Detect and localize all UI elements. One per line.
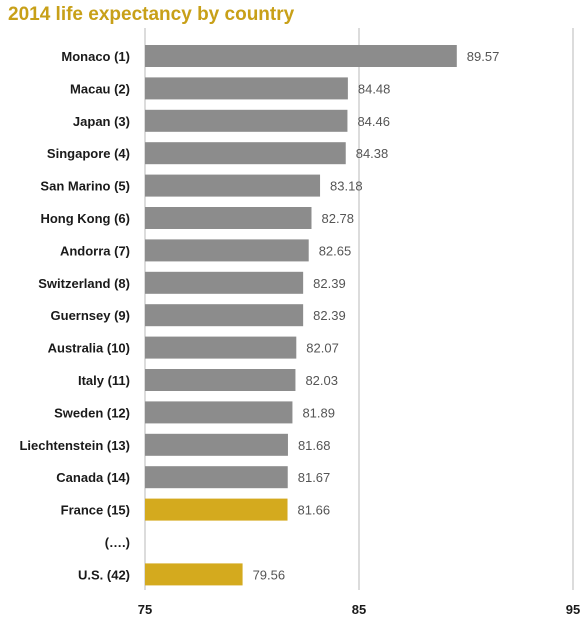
value-label: 84.46	[357, 114, 390, 129]
bar	[145, 239, 309, 262]
value-label: 81.68	[298, 438, 331, 453]
category-label: Liechtenstein (13)	[19, 438, 130, 453]
category-label: Macau (2)	[70, 81, 130, 96]
category-label: Japan (3)	[73, 114, 130, 129]
bar	[145, 563, 243, 586]
category-label: Guernsey (9)	[51, 308, 130, 323]
x-tick-label: 75	[138, 602, 152, 617]
bar	[145, 498, 288, 521]
category-label: Singapore (4)	[47, 146, 130, 161]
bar	[145, 401, 293, 424]
bar	[145, 45, 457, 67]
category-label: (….)	[105, 535, 130, 550]
category-label: U.S. (42)	[78, 567, 130, 582]
bar	[145, 142, 346, 165]
bar	[145, 433, 288, 456]
category-label: Andorra (7)	[60, 243, 130, 258]
category-label: Hong Kong (6)	[40, 211, 130, 226]
category-label: Switzerland (8)	[38, 276, 130, 291]
value-label: 82.65	[319, 243, 352, 258]
category-label: Canada (14)	[56, 470, 130, 485]
bar	[145, 304, 304, 327]
category-label: San Marino (5)	[40, 179, 130, 194]
bar	[145, 336, 297, 359]
x-tick-label: 85	[352, 602, 366, 617]
value-label: 84.38	[356, 146, 389, 161]
bar	[145, 207, 312, 229]
value-label: 82.39	[313, 308, 346, 323]
value-label: 84.48	[358, 81, 391, 96]
value-label: 81.89	[302, 405, 335, 420]
category-label: Italy (11)	[78, 373, 130, 388]
bar	[145, 109, 348, 132]
bar	[145, 369, 296, 391]
bar	[145, 466, 288, 489]
value-label: 82.07	[306, 341, 339, 356]
chart-title: 2014 life expectancy by country	[8, 4, 295, 25]
value-label: 89.57	[467, 49, 500, 64]
category-label: Australia (10)	[48, 341, 130, 356]
bar	[145, 174, 321, 197]
x-tick-label: 95	[566, 602, 580, 617]
value-label: 83.18	[330, 179, 363, 194]
value-label: 82.78	[321, 211, 354, 226]
value-label: 81.67	[298, 470, 331, 485]
category-label: Monaco (1)	[61, 49, 130, 64]
value-label: 81.66	[298, 503, 331, 518]
value-label: 82.39	[313, 276, 346, 291]
value-label: 82.03	[305, 373, 338, 388]
bar	[145, 271, 304, 294]
value-label: 79.56	[253, 567, 286, 582]
bar	[145, 77, 348, 100]
category-label: Sweden (12)	[54, 405, 130, 420]
category-label: France (15)	[61, 503, 130, 518]
